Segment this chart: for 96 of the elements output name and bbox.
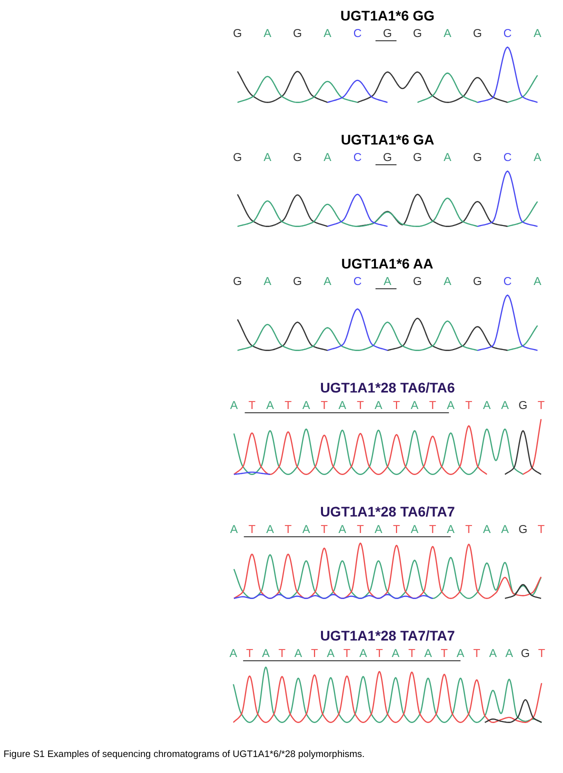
x-tick-label: A bbox=[410, 524, 419, 536]
chart-title: UGT1A1*28 TA6/TA7 bbox=[320, 504, 456, 520]
x-tick-label: G bbox=[473, 276, 482, 288]
x-tick-label: A bbox=[294, 648, 302, 660]
x-tick-label: C bbox=[353, 152, 362, 164]
x-tick-label: A bbox=[302, 524, 310, 536]
x-tick-label: T bbox=[429, 400, 436, 412]
x-tick-label: A bbox=[424, 648, 432, 660]
x-tick-label: A bbox=[264, 152, 272, 164]
x-tick-label: A bbox=[384, 276, 392, 288]
x-tick-label: T bbox=[248, 400, 256, 412]
x-tick-label: A bbox=[230, 648, 238, 660]
x-tick-label: G bbox=[413, 152, 422, 164]
x-tick-label: T bbox=[320, 524, 328, 536]
chart-title: UGT1A1*6 AA bbox=[341, 256, 434, 272]
x-tick-label: A bbox=[338, 524, 346, 536]
x-tick-label: A bbox=[338, 400, 346, 412]
x-tick-label: A bbox=[505, 648, 514, 660]
x-tick-label: T bbox=[278, 648, 286, 660]
x-tick-label: A bbox=[324, 28, 332, 40]
x-tick-label: G bbox=[473, 152, 482, 164]
x-tick-label: G bbox=[293, 152, 302, 164]
chart-title: UGT1A1*6 GA bbox=[340, 132, 434, 148]
x-tick-label: A bbox=[501, 400, 510, 412]
x-tick-label: T bbox=[356, 524, 364, 536]
x-tick-label: T bbox=[429, 524, 436, 536]
x-tick-label: G bbox=[233, 152, 242, 164]
x-tick-label: A bbox=[359, 648, 368, 660]
x-tick-label: T bbox=[538, 400, 545, 412]
x-tick-label: G bbox=[233, 28, 242, 40]
x-tick-label: C bbox=[503, 28, 512, 40]
x-tick-label: T bbox=[538, 524, 545, 536]
x-tick-label: G bbox=[413, 276, 422, 288]
x-tick-label: A bbox=[534, 276, 542, 288]
chart-title: UGT1A1*28 TA7/TA7 bbox=[320, 628, 456, 644]
x-tick-label: A bbox=[326, 648, 335, 660]
x-tick-label: A bbox=[324, 276, 332, 288]
x-tick-label: A bbox=[444, 152, 452, 164]
x-tick-label: T bbox=[538, 648, 546, 660]
x-tick-label: C bbox=[503, 152, 512, 164]
x-tick-label: A bbox=[302, 400, 310, 412]
x-tick-label: T bbox=[284, 524, 292, 536]
x-tick-label: A bbox=[266, 400, 274, 412]
x-tick-label: T bbox=[246, 648, 254, 660]
x-tick-label: A bbox=[456, 648, 465, 660]
x-tick-label: T bbox=[393, 524, 400, 536]
x-tick-label: A bbox=[444, 28, 452, 40]
x-tick-label: T bbox=[284, 400, 292, 412]
x-tick-label: G bbox=[518, 524, 528, 536]
x-tick-label: G bbox=[383, 28, 392, 40]
x-tick-label: G bbox=[413, 28, 422, 40]
x-tick-label: A bbox=[324, 152, 332, 164]
caption: Figure S1 Examples of sequencing chromatograms of UGT1A1*6/*28 polymorphisms. bbox=[4, 749, 365, 760]
x-tick-label: G bbox=[383, 152, 392, 164]
x-tick-label: A bbox=[266, 524, 274, 536]
x-tick-label: A bbox=[446, 400, 455, 412]
x-tick-label: G bbox=[293, 276, 302, 288]
x-tick-label: G bbox=[233, 276, 242, 288]
x-tick-label: A bbox=[483, 400, 492, 412]
x-tick-label: A bbox=[264, 28, 272, 40]
x-tick-label: T bbox=[408, 648, 416, 660]
x-tick-label: A bbox=[501, 524, 510, 536]
x-tick-label: T bbox=[343, 648, 350, 660]
x-tick-label: A bbox=[262, 648, 270, 660]
x-tick-label: A bbox=[444, 276, 452, 288]
x-tick-label: T bbox=[473, 648, 480, 660]
x-tick-label: A bbox=[230, 400, 238, 412]
x-tick-label: G bbox=[520, 648, 530, 660]
x-tick-label: T bbox=[320, 400, 328, 412]
x-tick-label: T bbox=[465, 400, 472, 412]
x-tick-label: A bbox=[392, 648, 400, 660]
x-tick-label: T bbox=[465, 524, 472, 536]
x-tick-label: G bbox=[518, 400, 528, 412]
x-tick-label: T bbox=[356, 400, 364, 412]
x-tick-label: T bbox=[310, 648, 318, 660]
x-tick-label: A bbox=[534, 152, 542, 164]
x-tick-label: A bbox=[534, 28, 542, 40]
x-tick-label: A bbox=[410, 400, 419, 412]
x-tick-label: A bbox=[374, 400, 383, 412]
x-tick-label: A bbox=[489, 648, 498, 660]
x-tick-label: C bbox=[353, 276, 362, 288]
x-tick-label: A bbox=[230, 524, 238, 536]
chart-title: UGT1A1*6 GG bbox=[340, 8, 435, 24]
x-tick-label: A bbox=[483, 524, 492, 536]
chart-title: UGT1A1*28 TA6/TA6 bbox=[320, 380, 456, 396]
x-tick-label: G bbox=[293, 28, 302, 40]
x-tick-label: C bbox=[503, 276, 512, 288]
x-tick-label: A bbox=[446, 524, 455, 536]
x-tick-label: A bbox=[374, 524, 383, 536]
x-tick-label: G bbox=[473, 28, 482, 40]
x-tick-label: T bbox=[393, 400, 400, 412]
x-tick-label: T bbox=[248, 524, 256, 536]
x-tick-label: A bbox=[264, 276, 272, 288]
x-tick-label: T bbox=[376, 648, 383, 660]
x-tick-label: C bbox=[353, 28, 362, 40]
x-tick-label: T bbox=[440, 648, 448, 660]
